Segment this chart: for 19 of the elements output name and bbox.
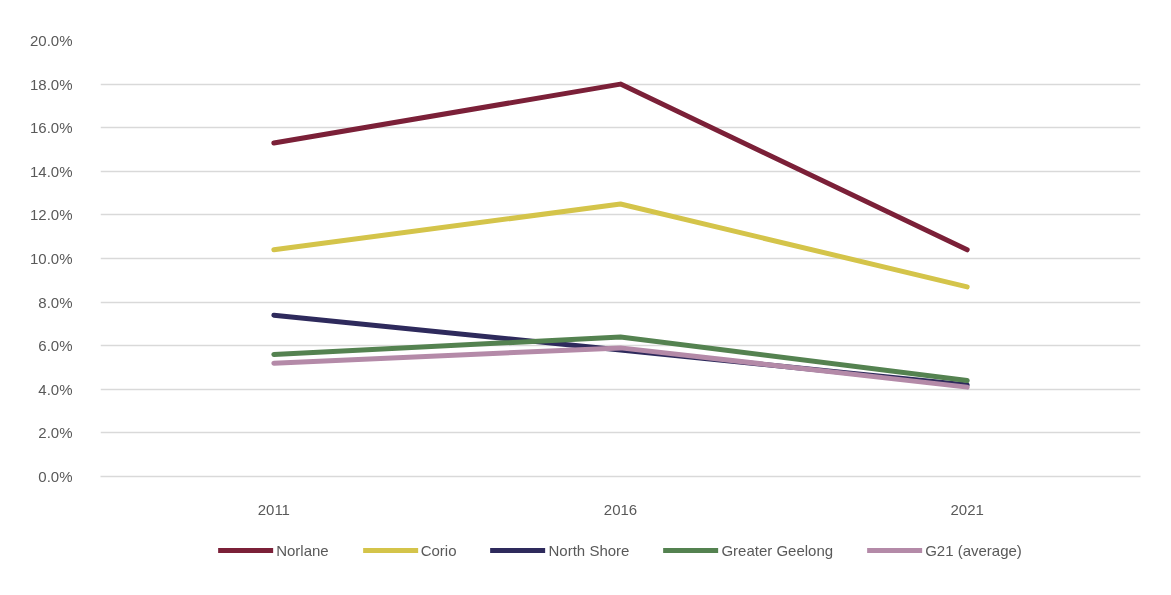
y-tick-label: 20.0%	[29, 32, 73, 49]
legend-label: G21 (average)	[925, 541, 1022, 559]
x-tick-label: 2021	[950, 500, 984, 518]
y-tick-label: 10.0%	[29, 250, 73, 267]
x-tick-label: 2016	[603, 500, 638, 518]
y-tick-label: 2.0%	[38, 424, 73, 442]
y-tick-label: 18.0%	[29, 75, 73, 93]
y-tick-label: 12.0%	[29, 206, 73, 224]
legend-label: North Shore	[548, 541, 630, 559]
y-tick-label: 14.0%	[29, 162, 73, 180]
y-tick-label: 4.0%	[38, 380, 73, 398]
x-tick-label: 2011	[257, 500, 290, 518]
y-tick-label: 6.0%	[38, 337, 73, 355]
legend-label: Corio	[420, 541, 457, 559]
legend-label: Norlane	[276, 541, 329, 559]
y-tick-label: 8.0%	[38, 293, 73, 311]
y-tick-label: 16.0%	[29, 119, 73, 137]
legend-label: Greater Geelong	[721, 541, 834, 559]
y-tick-label: 0.0%	[38, 468, 73, 485]
